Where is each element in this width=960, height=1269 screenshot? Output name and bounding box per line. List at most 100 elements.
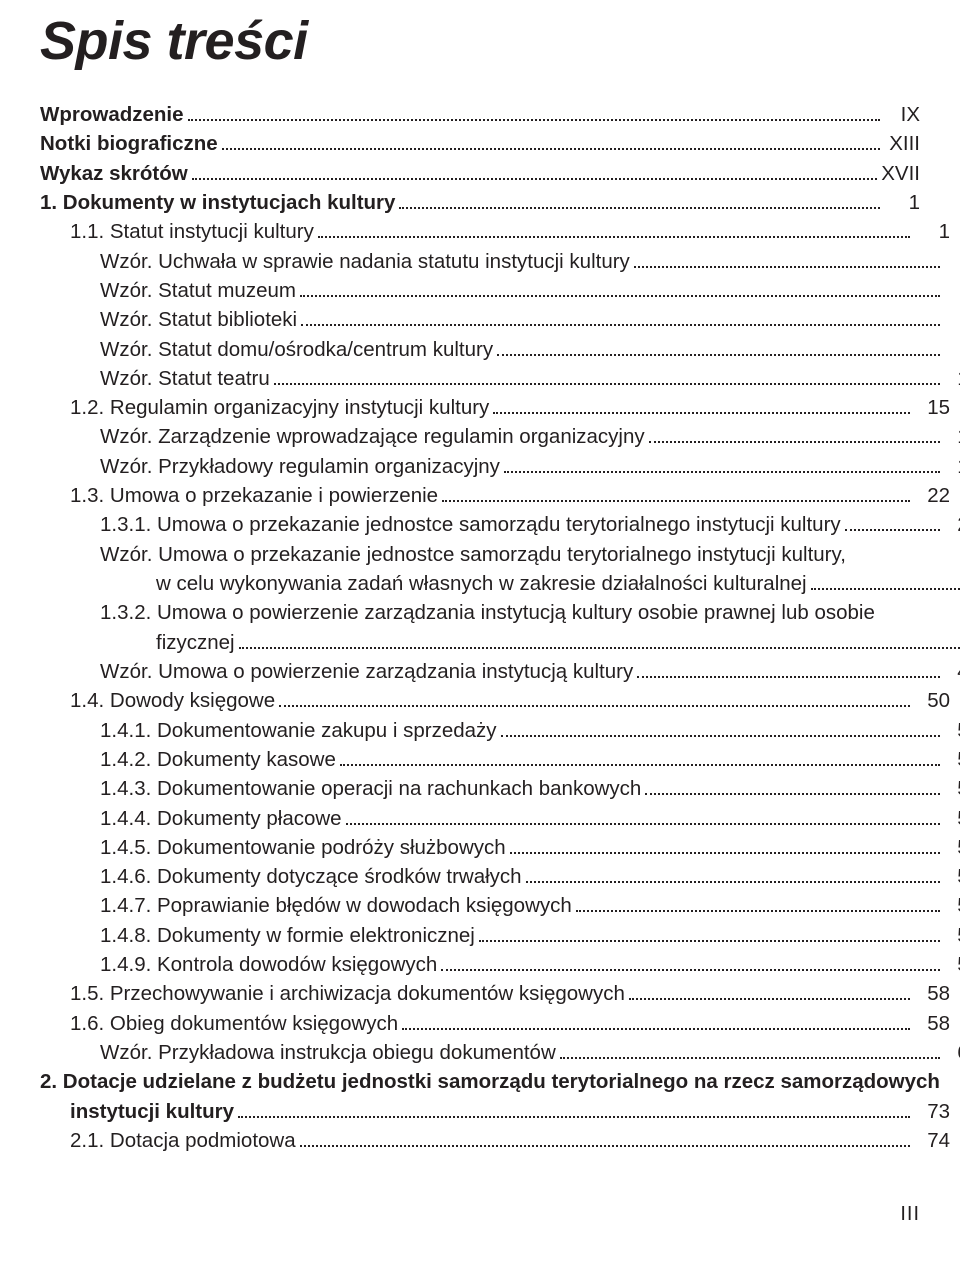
dot-leader — [274, 364, 940, 384]
toc-entry: 1.2. Regulamin organizacyjny instytucji … — [40, 393, 950, 422]
toc-entry-page: 25 — [944, 510, 960, 539]
toc-entry: 1.6. Obieg dokumentów księgowych58 — [40, 1009, 950, 1038]
toc-entry-label: 2. Dotacje udzielane z budżetu jednostki… — [40, 1067, 940, 1096]
toc-entry-page: 8 — [944, 335, 960, 364]
dot-leader — [845, 511, 940, 531]
toc-entry-page: XIII — [884, 129, 920, 158]
dot-leader — [340, 745, 940, 765]
toc-entry-page: 43 — [944, 657, 960, 686]
toc-entry: 1.4.6. Dokumenty dotyczące środków trwał… — [40, 862, 960, 891]
toc-entry: 2. Dotacje udzielane z budżetu jednostki… — [40, 1067, 920, 1096]
toc-entry-label: instytucji kultury — [70, 1097, 234, 1126]
toc-entry: 1.4.1. Dokumentowanie zakupu i sprzedaży… — [40, 716, 960, 745]
toc-entry-label: Wykaz skrótów — [40, 159, 188, 188]
dot-leader — [192, 159, 878, 179]
dot-leader — [560, 1039, 940, 1059]
toc-entry-label: 1.4.9. Kontrola dowodów księgowych — [100, 950, 437, 979]
dot-leader — [301, 306, 940, 326]
dot-leader — [526, 863, 940, 883]
toc-entry-label: Wzór. Statut teatru — [100, 364, 270, 393]
toc-entry-page: 55 — [944, 862, 960, 891]
toc-entry-label: 1.3.1. Umowa o przekazanie jednostce sam… — [100, 510, 841, 539]
toc-entry-page: 51 — [944, 716, 960, 745]
toc-entry: 1.4. Dowody księgowe 50 — [40, 686, 950, 715]
toc-entry-page: 53 — [944, 774, 960, 803]
toc-entry: Wykaz skrótówXVII — [40, 159, 920, 188]
toc-entry: Wzór. Umowa o przekazanie jednostce samo… — [40, 540, 960, 569]
toc-entry-page: 16 — [944, 452, 960, 481]
table-of-contents: WprowadzenieIXNotki biograficzneXIIIWyka… — [40, 100, 920, 1155]
dot-leader — [238, 1097, 910, 1117]
toc-entry-label: 2.1. Dotacja podmiotowa — [70, 1126, 296, 1155]
toc-entry-label: Wzór. Statut biblioteki — [100, 305, 297, 334]
toc-entry-page: 73 — [914, 1097, 950, 1126]
toc-entry-page: 53 — [944, 804, 960, 833]
toc-entry-label: Wzór. Statut domu/ośrodka/centrum kultur… — [100, 335, 493, 364]
toc-entry: Wzór. Przykładowy regulamin organizacyjn… — [40, 452, 960, 481]
toc-entry: Wzór. Statut domu/ośrodka/centrum kultur… — [40, 335, 960, 364]
toc-entry-label: 1.3.2. Umowa o powierzenie zarządzania i… — [100, 598, 875, 627]
toc-entry-label: 1. Dokumenty w instytucjach kultury — [40, 188, 395, 217]
toc-entry-page: 15 — [914, 393, 950, 422]
toc-entry-page: 56 — [944, 921, 960, 950]
dot-leader — [318, 218, 910, 238]
toc-entry-page: 2 — [944, 276, 960, 305]
toc-entry-label: 1.4.1. Dokumentowanie zakupu i sprzedaży — [100, 716, 497, 745]
page-number-footer: III — [40, 1155, 920, 1226]
toc-entry-label: 1.4.5. Dokumentowanie podróży służbowych — [100, 833, 506, 862]
dot-leader — [649, 423, 940, 443]
toc-entry-label: 1.1. Statut instytucji kultury — [70, 217, 314, 246]
dot-leader — [479, 921, 940, 941]
dot-leader — [504, 452, 940, 472]
toc-entry-label: Wzór. Uchwała w sprawie nadania statutu … — [100, 247, 630, 276]
toc-entry-label: Wzór. Statut muzeum — [100, 276, 296, 305]
toc-entry: 1.4.7. Poprawianie błędów w dowodach ksi… — [40, 891, 960, 920]
toc-entry-label: Wzór. Przykładowa instrukcja obiegu doku… — [100, 1038, 556, 1067]
toc-entry-page: 16 — [944, 422, 960, 451]
toc-entry-label: Wzór. Przykładowy regulamin organizacyjn… — [100, 452, 500, 481]
dot-leader — [188, 101, 880, 121]
dot-leader — [645, 775, 940, 795]
toc-entry: 1.3. Umowa o przekazanie i powierzenie 22 — [40, 481, 950, 510]
toc-entry: 1. Dokumenty w instytucjach kultury 1 — [40, 188, 920, 217]
dot-leader — [402, 1009, 910, 1029]
toc-entry: Notki biograficzne XIII — [40, 129, 920, 158]
toc-entry-label: 1.5. Przechowywanie i archiwizacja dokum… — [70, 979, 625, 1008]
toc-entry: 1.4.9. Kontrola dowodów księgowych 57 — [40, 950, 960, 979]
toc-entry: 1.4.5. Dokumentowanie podróży służbowych… — [40, 833, 960, 862]
toc-entry-continuation: w celu wykonywania zadań własnych w zakr… — [40, 569, 960, 598]
toc-entry-label: 1.2. Regulamin organizacyjny instytucji … — [70, 393, 489, 422]
toc-entry-page: 6 — [944, 305, 960, 334]
toc-entry-label: Wzór. Zarządzenie wprowadzające regulami… — [100, 422, 645, 451]
toc-entry: Wzór. Statut teatru 12 — [40, 364, 960, 393]
toc-entry-page: 54 — [944, 833, 960, 862]
toc-entry: Wzór. Umowa o powierzenie zarządzania in… — [40, 657, 960, 686]
toc-entry: Wzór. Statut biblioteki 6 — [40, 305, 960, 334]
toc-entry: WprowadzenieIX — [40, 100, 920, 129]
toc-entry: 1.5. Przechowywanie i archiwizacja dokum… — [40, 979, 950, 1008]
dot-leader — [510, 833, 940, 853]
dot-leader — [300, 1127, 910, 1147]
toc-entry-page: 2 — [944, 247, 960, 276]
dot-leader — [239, 628, 960, 648]
page-title: Spis treści — [40, 10, 920, 72]
dot-leader — [497, 335, 940, 355]
toc-entry-label: 1.3. Umowa o przekazanie i powierzenie — [70, 481, 438, 510]
toc-entry-page: 57 — [944, 950, 960, 979]
toc-entry-label: 1.4.2. Dokumenty kasowe — [100, 745, 336, 774]
toc-entry-label: fizycznej — [156, 628, 235, 657]
toc-entry-page: 1 — [884, 188, 920, 217]
dot-leader — [629, 980, 910, 1000]
dot-leader — [346, 804, 940, 824]
dot-leader — [222, 130, 880, 150]
toc-entry-label: Notki biograficzne — [40, 129, 218, 158]
toc-entry-page: 58 — [914, 1009, 950, 1038]
toc-entry-page: 1 — [914, 217, 950, 246]
dot-leader — [634, 247, 940, 267]
toc-entry-page: 50 — [914, 686, 950, 715]
toc-entry-page: 12 — [944, 364, 960, 393]
toc-entry-page: 60 — [944, 1038, 960, 1067]
toc-entry-page: 22 — [914, 481, 950, 510]
toc-entry-label: 1.4. Dowody księgowe — [70, 686, 275, 715]
toc-entry: 1.4.2. Dokumenty kasowe52 — [40, 745, 960, 774]
